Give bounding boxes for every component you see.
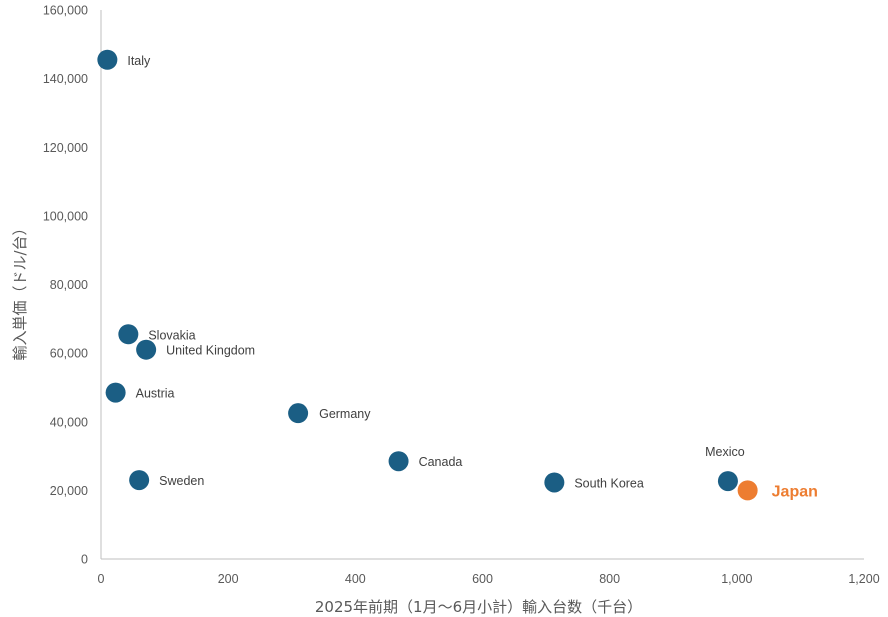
label-sweden: Sweden	[159, 474, 204, 488]
y-axis-title: 輸入単価（ドル/台）	[11, 220, 29, 360]
point-sweden	[129, 470, 150, 491]
point-mexico	[717, 471, 738, 492]
x-tick-label: 1,000	[721, 572, 752, 586]
label-germany: Germany	[319, 407, 371, 421]
label-united-kingdom: United Kingdom	[166, 344, 255, 358]
y-tick-label: 0	[81, 553, 88, 567]
x-tick-label: 0	[98, 572, 105, 586]
label-austria: Austria	[136, 387, 175, 401]
label-south-korea: South Korea	[574, 476, 644, 490]
label-japan: Japan	[772, 483, 818, 500]
label-canada: Canada	[419, 455, 463, 469]
label-italy: Italy	[127, 54, 151, 68]
y-tick-label: 100,000	[43, 209, 88, 223]
x-tick-label: 200	[218, 572, 239, 586]
axes	[100, 10, 864, 560]
point-canada	[388, 451, 409, 472]
label-slovakia: Slovakia	[148, 328, 195, 342]
x-tick-label: 800	[599, 572, 620, 586]
point-united-kingdom	[136, 339, 157, 360]
y-tick-label: 80,000	[50, 278, 88, 292]
y-tick-label: 120,000	[43, 141, 88, 155]
point-italy	[97, 49, 118, 70]
point-germany	[288, 403, 309, 424]
x-tick-label: 600	[472, 572, 493, 586]
data-labels: Italy Slovakia United Kingdom Austria German…	[127, 54, 818, 501]
x-axis-title: 2025年前期（1月～6月小計）輸入台数（千台）	[315, 598, 642, 616]
point-austria	[105, 382, 126, 403]
point-slovakia	[118, 324, 139, 345]
point-south-korea	[544, 472, 565, 493]
y-tick-label: 140,000	[43, 72, 88, 86]
x-tick-label: 400	[345, 572, 366, 586]
tick-labels: 0 20,000 40,000 60,000 80,000 100,000 120,000 1…	[43, 4, 880, 587]
x-tick-label: 1,200	[848, 572, 879, 586]
y-tick-label: 160,000	[43, 4, 88, 18]
y-tick-label: 40,000	[50, 415, 88, 429]
label-mexico: Mexico	[705, 445, 745, 459]
y-tick-label: 20,000	[50, 484, 88, 498]
point-japan	[737, 480, 758, 501]
data-points	[97, 49, 758, 501]
y-tick-label: 60,000	[50, 347, 88, 361]
